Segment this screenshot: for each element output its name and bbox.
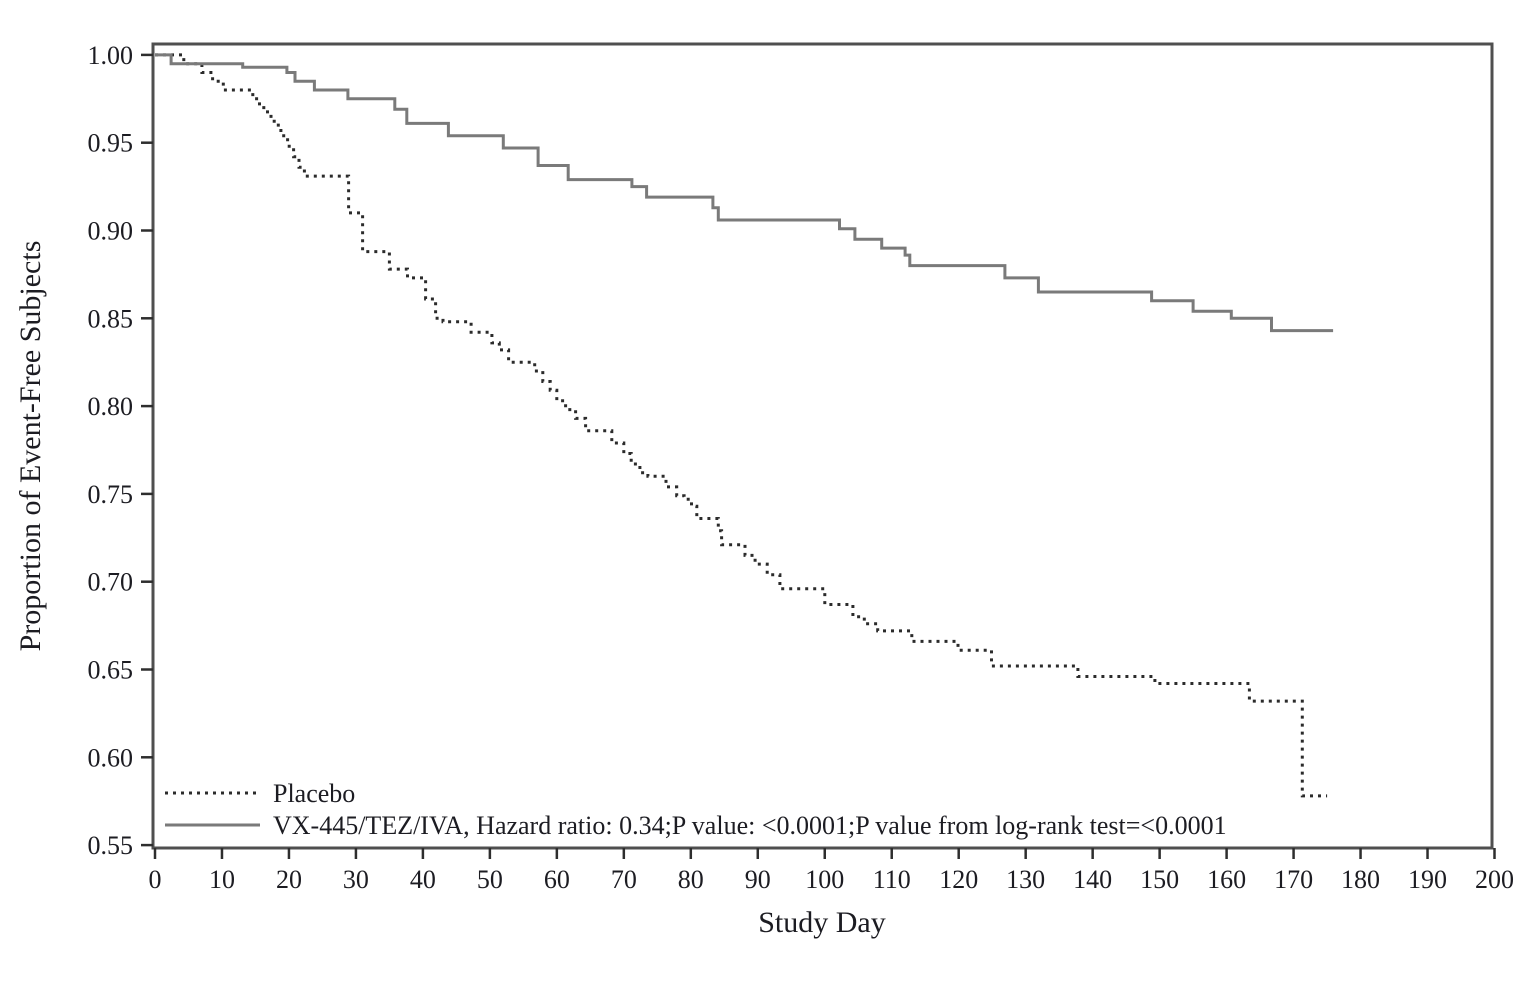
y-tick-label: 0.80 (88, 392, 134, 421)
x-tick-label: 10 (209, 865, 235, 894)
x-tick-label: 110 (873, 865, 911, 894)
x-tick-label: 80 (678, 865, 704, 894)
x-tick-label: 100 (805, 865, 844, 894)
y-tick-label: 1.00 (88, 41, 134, 70)
x-tick-label: 130 (1006, 865, 1045, 894)
x-tick-label: 90 (745, 865, 771, 894)
y-tick-label: 0.65 (88, 656, 134, 685)
legend: Placebo VX-445/TEZ/IVA, Hazard ratio: 0.… (165, 779, 1227, 840)
x-tick-label: 170 (1274, 865, 1313, 894)
x-axis-ticks: 0 10 20 30 40 50 60 70 80 90 100 110 120 130 140 150 160… (149, 848, 1514, 894)
y-tick-label: 0.70 (88, 568, 134, 597)
y-axis-title: Proportion of Event-Free Subjects (14, 241, 47, 652)
y-tick-label: 0.90 (88, 217, 134, 246)
y-tick-label: 0.95 (88, 129, 134, 158)
x-tick-label: 0 (149, 865, 162, 894)
x-tick-label: 30 (343, 865, 369, 894)
x-axis-title: Study Day (758, 906, 886, 939)
y-tick-label: 0.55 (88, 831, 134, 860)
x-tick-label: 50 (477, 865, 503, 894)
curves (155, 53, 1334, 798)
x-tick-label: 180 (1341, 865, 1380, 894)
x-tick-label: 20 (276, 865, 302, 894)
y-tick-label: 0.85 (88, 304, 134, 333)
x-tick-label: 200 (1475, 865, 1514, 894)
y-tick-label: 0.75 (88, 480, 134, 509)
treatment-curve (155, 53, 1334, 333)
x-tick-label: 60 (544, 865, 570, 894)
y-tick-label: 0.60 (88, 743, 134, 772)
x-tick-label: 140 (1073, 865, 1112, 894)
legend-treatment-label: VX-445/TEZ/IVA, Hazard ratio: 0.34;P val… (273, 811, 1227, 840)
plot-area (151, 42, 1494, 850)
legend-placebo-label: Placebo (273, 779, 355, 808)
placebo-curve (155, 53, 1328, 798)
x-tick-label: 40 (410, 865, 436, 894)
x-tick-label: 190 (1408, 865, 1447, 894)
x-tick-label: 160 (1207, 865, 1246, 894)
x-tick-label: 150 (1140, 865, 1179, 894)
x-tick-label: 70 (611, 865, 637, 894)
y-axis-ticks: 1.00 0.95 0.90 0.85 0.80 0.75 0.70 0.65 0.60 0.55 (88, 41, 153, 860)
x-tick-label: 120 (939, 865, 978, 894)
